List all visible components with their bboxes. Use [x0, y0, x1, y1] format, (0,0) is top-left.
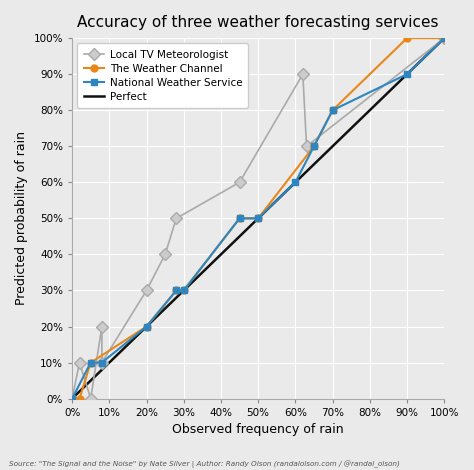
Local TV Meteorologist	[69, 396, 75, 401]
Line: National Weather Service: National Weather Service	[69, 35, 448, 402]
Legend: Local TV Meteorologist, The Weather Channel, National Weather Service, Perfect: Local TV Meteorologist, The Weather Chan…	[77, 43, 248, 108]
The Weather Channel	[181, 288, 187, 293]
The Weather Channel	[144, 324, 149, 329]
National Weather Service	[144, 324, 149, 329]
Line: The Weather Channel: The Weather Channel	[69, 35, 448, 402]
National Weather Service	[181, 288, 187, 293]
The Weather Channel	[255, 216, 261, 221]
The Weather Channel	[173, 288, 179, 293]
National Weather Service	[441, 35, 447, 41]
National Weather Service	[237, 216, 242, 221]
National Weather Service	[69, 396, 75, 401]
Local TV Meteorologist	[173, 216, 179, 221]
Local TV Meteorologist	[144, 288, 149, 293]
National Weather Service	[404, 71, 410, 77]
Local TV Meteorologist	[99, 324, 105, 329]
Local TV Meteorologist	[88, 396, 93, 401]
The Weather Channel	[330, 107, 336, 113]
Title: Accuracy of three weather forecasting services: Accuracy of three weather forecasting se…	[77, 15, 439, 30]
The Weather Channel	[237, 216, 242, 221]
The Weather Channel	[404, 35, 410, 41]
The Weather Channel	[77, 396, 82, 401]
Local TV Meteorologist	[300, 71, 306, 77]
Local TV Meteorologist	[304, 143, 310, 149]
The Weather Channel	[69, 396, 75, 401]
National Weather Service	[311, 143, 317, 149]
Local TV Meteorologist	[162, 251, 168, 257]
The Weather Channel	[88, 360, 93, 365]
Local TV Meteorologist	[99, 360, 105, 365]
National Weather Service	[330, 107, 336, 113]
X-axis label: Observed frequency of rain: Observed frequency of rain	[173, 423, 344, 436]
Line: Local TV Meteorologist: Local TV Meteorologist	[68, 34, 448, 403]
Y-axis label: Predicted probability of rain: Predicted probability of rain	[15, 131, 28, 306]
Text: Source: "The Signal and the Noise" by Nate Silver | Author: Randy Olson (randalo: Source: "The Signal and the Noise" by Na…	[9, 460, 401, 468]
Local TV Meteorologist	[77, 360, 82, 365]
National Weather Service	[99, 360, 105, 365]
The Weather Channel	[311, 143, 317, 149]
National Weather Service	[292, 180, 298, 185]
National Weather Service	[88, 360, 93, 365]
The Weather Channel	[441, 35, 447, 41]
Local TV Meteorologist	[441, 35, 447, 41]
National Weather Service	[173, 288, 179, 293]
National Weather Service	[255, 216, 261, 221]
Local TV Meteorologist	[237, 180, 242, 185]
